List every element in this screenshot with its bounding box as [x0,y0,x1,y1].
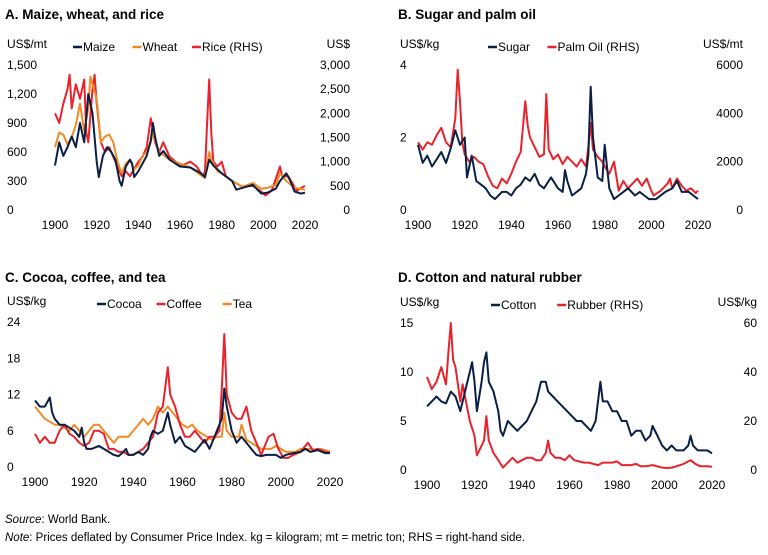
panel-c-xtick: 1920 [71,475,98,489]
panel-d-legend-cotton: Cotton [501,298,536,312]
panel-d-xtick: 1960 [556,478,583,492]
panel-c-legend-cocoa: Cocoa [107,297,142,311]
panel-c-chart: US$/kg Cocoa Coffee Tea 0 6 12 18 24 1900 1920 1940… [7,294,344,489]
panel-a-legend-rice-rhs: Rice (RHS) [202,40,263,54]
panel-b-ytick-right: 4000 [716,106,743,120]
panel-b-ytick-left: 2 [400,131,407,145]
panel-a-ytick-left: 600 [7,145,27,159]
panel-d-left-unit: US$/kg [400,295,439,309]
panel-c-xtick: 1980 [218,475,245,489]
panel-a-ytick-left: 1,200 [7,87,37,101]
panel-a-left-unit: US$/mt [7,37,48,51]
panel-d-xtick: 1900 [414,478,441,492]
panel-a-ytick-left: 900 [7,116,27,130]
panel-a-ytick-left: 0 [7,203,14,217]
panel-d-xtick: 2000 [651,478,678,492]
panel-c-xtick: 2000 [267,475,294,489]
panel-d-ytick-right: 20 [744,414,758,428]
panel-d-series-cotton [426,351,713,455]
panel-c-ytick-left: 6 [7,424,14,438]
panel-d-right-unit: US$/kg [718,295,757,309]
panel-b-xtick: 2020 [685,218,712,232]
panel-c-ytick-left: 12 [7,388,21,402]
panel-c-xtick: 1940 [120,475,147,489]
note-label: Note [5,532,30,544]
panel-d-ytick-right: 0 [750,463,757,477]
panel-a-xtick: 1900 [42,218,69,232]
panel-b-series-palm-oil-rhs [417,68,699,197]
panel-b-ytick-right: 6000 [716,58,743,72]
panel-b-left-unit: US$/kg [400,37,439,51]
panel-d-title: D. Cotton and natural rubber [398,270,582,285]
panel-c-legend-tea: Tea [233,297,253,311]
panel-a-title: A. Maize, wheat, and rice [5,7,165,22]
panel-b-ytick-right: 0 [736,203,743,217]
panel-c-title: C. Cocoa, coffee, and tea [5,270,166,285]
panel-c-ytick-left: 24 [7,315,21,329]
panel-c-xtick: 2020 [317,475,344,489]
panel-d-ytick-left: 5 [400,414,407,428]
panel-a-ytick-left: 1,500 [7,58,37,72]
note-footnote: Note: Prices deflated by Consumer Price … [5,532,525,544]
panel-a-xtick: 1940 [125,218,152,232]
panel-b-legend-sugar: Sugar [498,40,530,54]
panel-b-xtick: 1900 [405,218,432,232]
panel-a-legend-maize: Maize [83,40,115,54]
panel-c-ytick-left: 0 [7,460,14,474]
panel-d-ytick-left: 0 [400,463,407,477]
panel-c-xtick: 1900 [22,475,49,489]
panel-b-right-unit: US$/mt [703,37,744,51]
panel-c-legend-coffee: Coffee [167,297,202,311]
panel-b-series-sugar [417,85,699,201]
panel-a-ytick-right: 2,000 [320,106,350,120]
panel-a-ytick-right: 1,000 [320,155,350,169]
panel-b-ytick-left: 4 [400,58,407,72]
panel-d-series-rubber-rhs [426,322,713,469]
panel-c-ytick-left: 18 [7,351,21,365]
source-label: Source [5,514,42,526]
panel-a-xtick: 2020 [292,218,319,232]
panel-a-ytick-left: 300 [7,174,27,188]
source-text: : World Bank. [41,514,111,526]
panel-b-legend-palm-oil-rhs: Palm Oil (RHS) [558,40,640,54]
panel-d-xtick: 1920 [461,478,488,492]
panel-a-ytick-right: 3,000 [320,58,350,72]
panel-d-xtick: 1940 [509,478,536,492]
panel-c-left-unit: US$/kg [7,294,46,308]
panel-b-chart: US$/kg US$/mt Sugar Palm Oil (RHS) 0 2 4 0 2000 4… [400,37,744,232]
panel-b-ytick-left: 0 [400,203,407,217]
panel-d-legend-rubber-rhs: Rubber (RHS) [567,298,643,312]
panel-d-chart: US$/kg US$/kg Cotton Rubber (RHS) 0 5 10 15 0 20 4… [400,295,758,492]
panel-c-xtick: 1960 [169,475,196,489]
panel-d-xtick: 1980 [604,478,631,492]
panel-c-series-tea [34,405,331,453]
note-text: : Prices deflated by Consumer Price Inde… [29,532,525,544]
panel-d-ytick-right: 60 [744,316,758,330]
panel-a-xtick: 2000 [250,218,277,232]
panel-b-ytick-right: 2000 [716,155,743,169]
panel-d-ytick-left: 10 [400,365,414,379]
panel-b-xtick: 1980 [591,218,618,232]
panel-c-series-cocoa [34,387,330,459]
panel-a-right-unit: US$ [327,37,351,51]
panel-a-ytick-right: 500 [330,179,350,193]
panel-b-title: B. Sugar and palm oil [398,7,537,22]
source-footnote: Source: World Bank. [5,514,110,526]
panel-a-xtick: 1920 [83,218,110,232]
panel-a-ytick-right: 2,500 [320,82,350,96]
panel-b-xtick: 1920 [451,218,478,232]
panel-a-ytick-right: 0 [343,203,350,217]
panel-a-chart: US$/mt US$ Maize Wheat Rice (RHS) 0 300 600 900 1… [7,37,351,232]
panel-a-ytick-right: 1,500 [320,131,350,145]
panel-a-series-maize [54,93,306,195]
panel-d-ytick-left: 15 [400,316,414,330]
panel-b-xtick: 2000 [638,218,665,232]
panel-b-xtick: 1960 [545,218,572,232]
panel-b-xtick: 1940 [498,218,525,232]
panel-d-xtick: 2020 [699,478,726,492]
panel-a-xtick: 1960 [167,218,194,232]
panel-d-ytick-right: 40 [744,365,758,379]
panel-a-legend-wheat: Wheat [143,40,178,54]
panel-a-xtick: 1980 [208,218,235,232]
